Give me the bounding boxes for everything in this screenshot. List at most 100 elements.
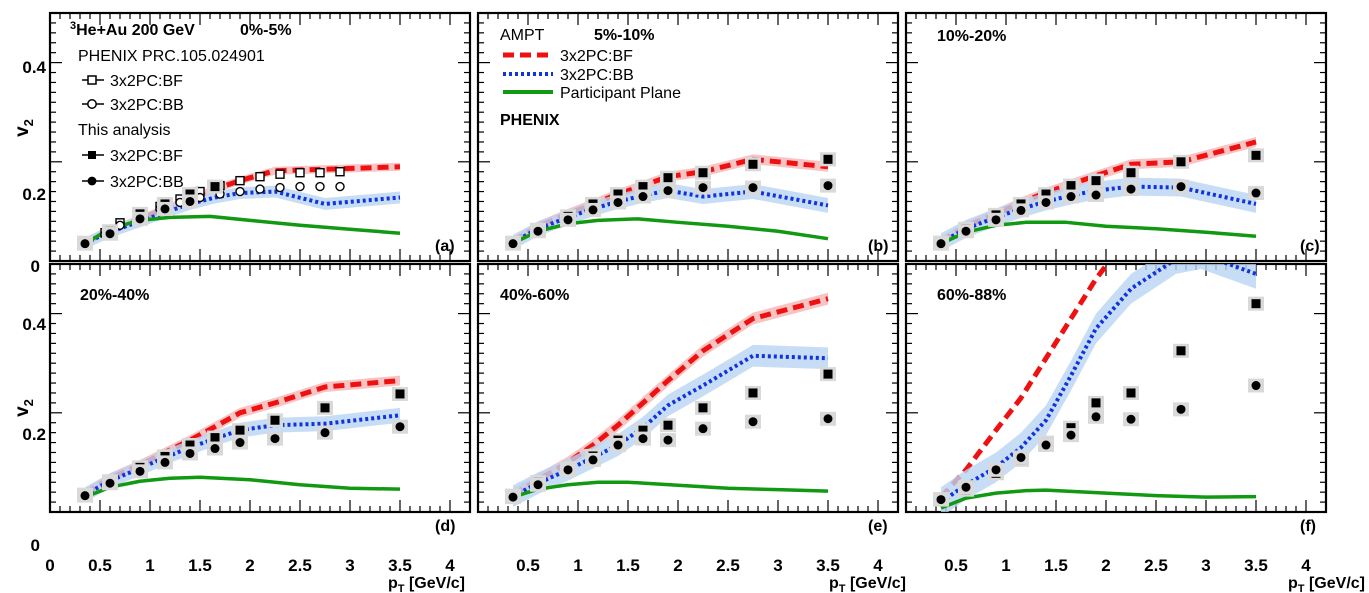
data-point	[185, 440, 195, 450]
data-point	[638, 434, 648, 444]
data-point	[160, 457, 170, 467]
x-tick-label: 3.5	[388, 556, 412, 575]
series-line	[512, 353, 829, 498]
legend-phenix-bb-marker	[82, 99, 104, 109]
legend-analysis-bf-marker	[82, 151, 104, 159]
data-point	[1066, 192, 1076, 202]
data-point	[823, 181, 833, 191]
data-point	[270, 434, 280, 444]
data-point	[613, 440, 623, 450]
data-point	[638, 192, 648, 202]
data-point	[235, 425, 245, 435]
data-point	[135, 466, 145, 476]
panel-tag: (b)	[868, 238, 888, 255]
data-point	[335, 167, 345, 177]
data-point	[315, 181, 325, 192]
data-point	[823, 414, 833, 424]
series-line	[940, 488, 1257, 510]
data-point	[1176, 182, 1186, 192]
series-line	[511, 296, 829, 497]
data-point	[1066, 423, 1076, 433]
data-point	[255, 184, 265, 194]
data-point	[1016, 452, 1026, 462]
data-point	[315, 168, 325, 178]
data-point	[80, 491, 90, 501]
panel-d	[77, 375, 408, 503]
data-point	[185, 189, 195, 199]
x-tick-label: 0	[45, 556, 54, 575]
centrality-label: 5%-10%	[594, 27, 654, 44]
data-point	[936, 239, 946, 249]
data-point	[320, 403, 330, 413]
data-point	[275, 169, 285, 179]
x-tick-label: 3	[773, 556, 782, 575]
series-line	[512, 188, 829, 244]
legend-ampt-pp: Participant Plane	[560, 85, 681, 102]
x-tick-label: 4	[873, 556, 883, 575]
series-line	[512, 480, 829, 499]
data-point	[936, 495, 946, 505]
data-point	[1041, 440, 1051, 450]
data-point	[613, 189, 623, 199]
plot-area	[933, 264, 1264, 512]
data-point	[80, 239, 90, 249]
series-line	[511, 156, 829, 244]
data-point	[508, 492, 518, 502]
data-point	[185, 448, 195, 458]
data-point	[1126, 184, 1136, 194]
plot-area	[505, 152, 836, 251]
data-point	[395, 389, 405, 399]
x-tick-label: 1.5	[616, 556, 640, 575]
data-point	[1041, 197, 1051, 207]
legend-analysis-bb-marker	[82, 176, 104, 186]
data-point	[613, 197, 623, 207]
data-point	[663, 186, 673, 196]
data-point	[295, 168, 305, 178]
series-line	[84, 413, 401, 497]
series-line	[940, 184, 1257, 244]
data-point	[748, 159, 758, 169]
data-point	[160, 204, 170, 214]
x-tick-label: 1.5	[188, 556, 212, 575]
legend-ampt-bf: 3x2PC:BF	[560, 48, 633, 65]
data-point	[1091, 412, 1101, 422]
y-tick-label: 0.4	[22, 58, 46, 77]
y-tick-label: 0	[31, 536, 40, 555]
x-tick-label: 2.5	[1144, 556, 1168, 575]
x-axis-title-b: pT [GeV/c]	[829, 575, 906, 593]
uncertainty-band	[941, 264, 1256, 512]
x-tick-label: 2	[245, 556, 254, 575]
data-point	[588, 455, 598, 465]
data-layer	[77, 137, 1264, 512]
panel-tag: (a)	[435, 238, 455, 255]
legend-phenix-bf-marker	[82, 75, 104, 85]
x-tick-label: 1	[1001, 556, 1010, 575]
data-point	[663, 420, 673, 430]
data-point	[235, 186, 245, 197]
uncertainty-band	[85, 375, 400, 499]
data-point	[105, 478, 115, 488]
plot-area	[77, 375, 408, 503]
legend-phenix-bb: 3x2PC:BB	[110, 97, 184, 114]
y-tick-label: 0	[31, 257, 40, 276]
data-point	[508, 239, 518, 249]
data-point	[1091, 176, 1101, 186]
x-tick-labels: 0 0.5 1 1.5 2 2.5 3 3.5 4 0.5 1 1.5 2 2.5 3 3.5 4 0.5 1 1.5…	[45, 556, 1311, 575]
x-tick-label: 3.5	[1244, 556, 1268, 575]
x-tick-label: 4	[445, 556, 455, 575]
data-point	[1126, 168, 1136, 178]
data-point	[1176, 404, 1186, 414]
data-point	[1251, 381, 1261, 391]
data-point	[1251, 299, 1261, 309]
data-point	[663, 173, 673, 183]
x-tick-label: 3.5	[816, 556, 840, 575]
centrality-label: 60%-88%	[937, 287, 1006, 304]
y-tick-label: 0.2	[22, 425, 46, 444]
y-axis-title-bottom: v2	[12, 399, 36, 417]
panel-frames	[48, 11, 1328, 514]
centrality-label: 20%-40%	[80, 287, 149, 304]
centrality-label: 40%-60%	[500, 287, 569, 304]
x-tick-label: 2.5	[716, 556, 740, 575]
plot-area	[505, 292, 836, 508]
data-point	[638, 182, 648, 192]
